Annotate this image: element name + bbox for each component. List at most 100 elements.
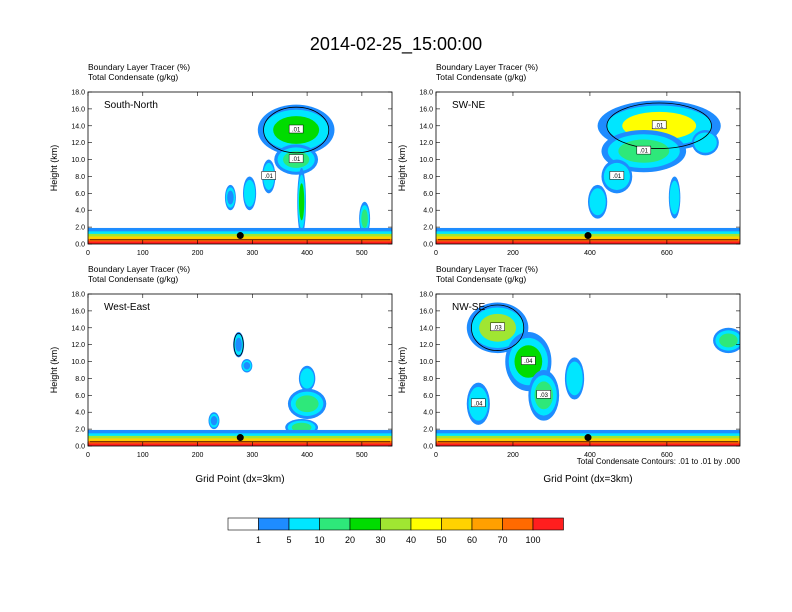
y-axis-label: Height (km) <box>49 145 59 192</box>
x-tick-label: 500 <box>356 250 368 257</box>
contour-label: .03 <box>540 393 549 399</box>
x-tick-label: 400 <box>584 452 596 459</box>
location-marker <box>236 232 244 240</box>
tracer-cell-core <box>245 184 254 203</box>
x-tick-label: 0 <box>86 452 90 459</box>
y-tick-label: 12.0 <box>419 140 433 147</box>
location-marker <box>584 232 592 240</box>
colorbar-box <box>227 517 259 531</box>
y-tick-label: 18.0 <box>71 90 85 97</box>
panel-header-line: Boundary Layer Tracer (%) <box>88 62 190 72</box>
contour-label: .01 <box>613 174 622 180</box>
x-tick-label: 500 <box>356 452 368 459</box>
colorbar-box <box>319 517 351 531</box>
y-tick-label: 16.0 <box>71 106 85 113</box>
plot-area <box>88 92 392 244</box>
y-tick-label: 14.0 <box>419 123 433 130</box>
colorbar-box <box>288 517 320 531</box>
chart-panel-4: Boundary Layer Tracer (%)Total Condensat… <box>397 264 741 485</box>
plot-frame <box>87 91 393 245</box>
figure-title: 2014-02-25_15:00:00 <box>310 34 482 55</box>
colorbar-box <box>349 517 381 531</box>
tracer-cell-core <box>719 333 738 348</box>
tracer-cell-core <box>235 337 242 352</box>
x-tick-label: 0 <box>434 452 438 459</box>
contour-label: .01 <box>655 123 664 129</box>
contour-label-box <box>288 124 304 134</box>
y-tick-label: 16.0 <box>419 308 433 315</box>
x-tick-label: 200 <box>192 452 204 459</box>
plot-body: .01 .01 .01 <box>436 100 740 244</box>
tracer-cell-core <box>671 185 679 210</box>
plot-body: .03 .04 .03 .04 <box>436 302 740 446</box>
y-tick-label: 0.0 <box>75 444 85 451</box>
contour-label-box <box>261 171 277 180</box>
condensate-contour <box>233 332 244 357</box>
panel-label: SW-NE <box>452 100 485 111</box>
x-axis-label: Grid Point (dx=3km) <box>543 474 632 485</box>
x-tick-label: 100 <box>137 250 149 257</box>
y-axis-label: Height (km) <box>49 347 59 394</box>
plot-frame <box>435 293 741 447</box>
colorbar-label: 40 <box>406 535 416 545</box>
boundary-layer-band <box>88 443 392 446</box>
x-tick-label: 400 <box>301 250 313 257</box>
contour-label-box <box>288 154 304 163</box>
boundary-layer-band <box>88 241 392 244</box>
location-marker <box>236 434 244 442</box>
y-tick-label: 10.0 <box>419 157 433 164</box>
y-tick-label: 6.0 <box>423 393 433 400</box>
y-tick-label: 4.0 <box>423 208 433 215</box>
y-tick-label: 2.0 <box>423 427 433 434</box>
contour-label: .04 <box>524 359 533 365</box>
condensate-contour <box>471 304 525 351</box>
contour-label-box <box>651 120 667 130</box>
y-tick-label: 0.0 <box>423 242 433 249</box>
panel-header-line: Total Condensate (g/kg) <box>88 72 178 82</box>
tracer-cell-core <box>210 416 218 426</box>
y-tick-label: 12.0 <box>419 342 433 349</box>
colorbar-label: 70 <box>497 535 507 545</box>
x-tick-label: 300 <box>246 250 258 257</box>
tracer-cell-core <box>697 135 714 150</box>
contour-label: .01 <box>292 157 301 163</box>
boundary-layer-band <box>436 241 740 244</box>
panel-header-line: Boundary Layer Tracer (%) <box>88 264 190 274</box>
y-tick-label: 18.0 <box>71 292 85 299</box>
x-axis-label: Grid Point (dx=3km) <box>195 474 284 485</box>
tracer-cell-core <box>243 362 251 370</box>
x-tick-label: 600 <box>661 452 673 459</box>
plot-area <box>88 294 392 446</box>
contour-label: .03 <box>493 325 502 331</box>
colorbar-label: 100 <box>525 535 540 545</box>
panel-header-line: Total Condensate (g/kg) <box>88 274 178 284</box>
colorbar-box <box>471 517 503 531</box>
y-tick-label: 0.0 <box>423 444 433 451</box>
y-tick-label: 16.0 <box>419 106 433 113</box>
tracer-cell-core <box>361 209 368 228</box>
contour-label-box <box>521 356 536 365</box>
contour-label: .04 <box>474 401 483 407</box>
colorbar: 1 5 10 20 30 40 50 60 70 100 <box>227 517 564 545</box>
panel-label: NW-SE <box>452 302 485 313</box>
colorbar-box <box>502 517 534 531</box>
tracer-cell-core <box>302 371 313 386</box>
contour-label-box <box>471 398 486 408</box>
y-tick-label: 4.0 <box>75 208 85 215</box>
y-axis-label: Height (km) <box>397 145 407 192</box>
tracer-cell-core <box>568 366 581 391</box>
colorbar-box <box>380 517 412 531</box>
y-tick-label: 6.0 <box>75 191 85 198</box>
chart-panel-2: Boundary Layer Tracer (%)Total Condensat… <box>397 62 741 257</box>
y-tick-label: 6.0 <box>423 191 433 198</box>
x-tick-label: 200 <box>507 250 519 257</box>
colorbar-label: 60 <box>467 535 477 545</box>
y-tick-label: 0.0 <box>75 242 85 249</box>
y-tick-label: 12.0 <box>71 140 85 147</box>
colorbar-box <box>532 517 564 531</box>
contour-label: .01 <box>265 174 274 180</box>
y-tick-label: 4.0 <box>423 410 433 417</box>
x-tick-label: 0 <box>86 250 90 257</box>
tracer-cell-core <box>291 422 312 433</box>
